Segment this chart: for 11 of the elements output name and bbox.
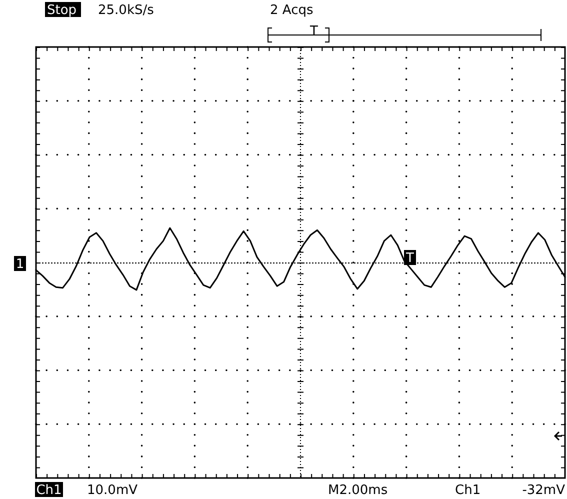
text: -32mV [522,483,566,498]
text: 2 Acqs [270,3,314,18]
text: 10.0mV [87,483,138,498]
text: T [309,24,318,39]
annotation: T [405,251,414,266]
text: 1 [16,257,24,272]
text: M2.00ms [328,483,388,498]
text: 25.0kS/s [98,3,154,18]
text: Ch1 [36,483,62,498]
text: Stop [47,3,77,18]
text: Ch1 [455,483,481,498]
